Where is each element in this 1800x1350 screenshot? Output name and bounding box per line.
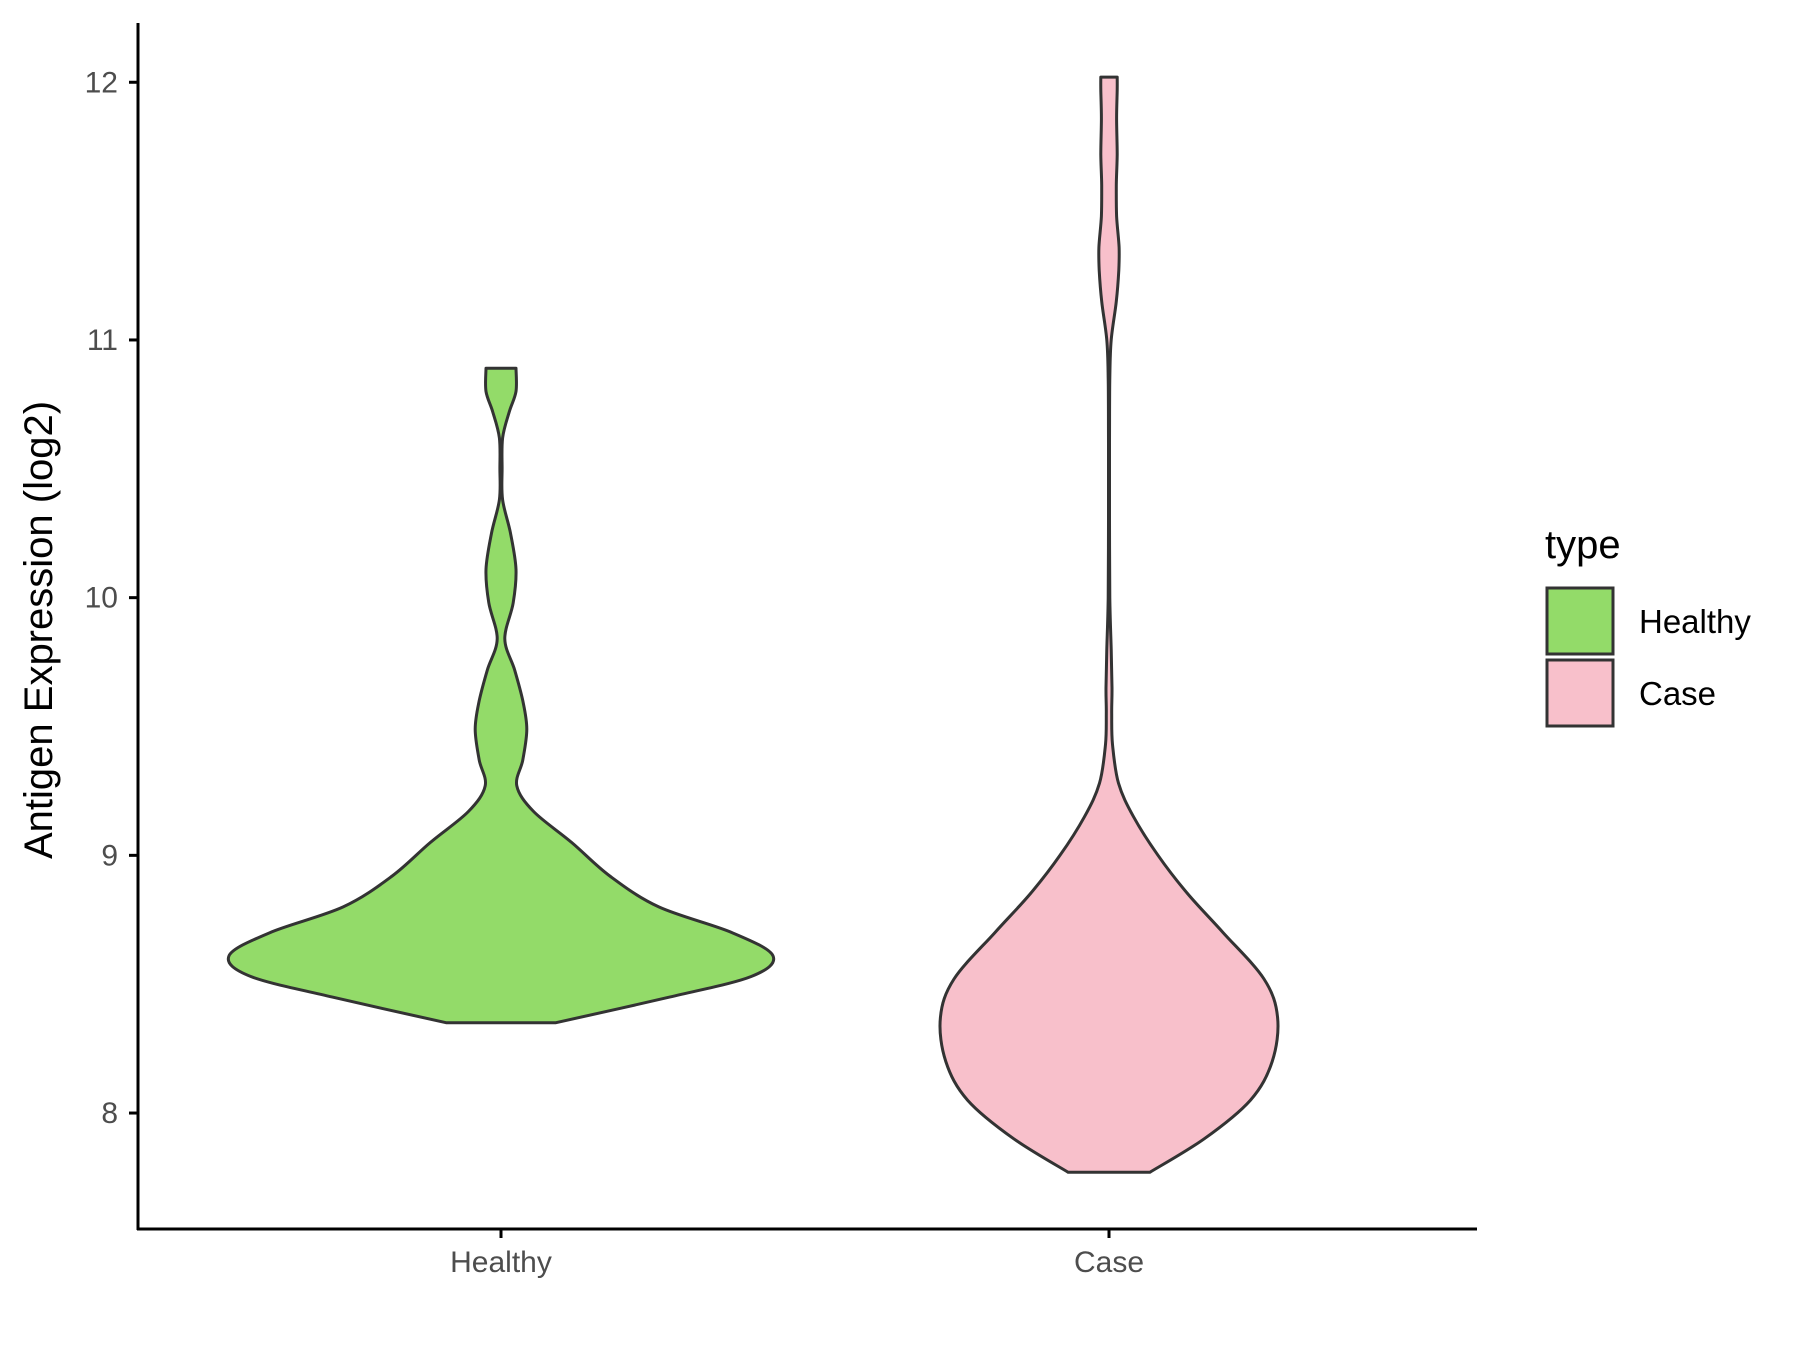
legend-label-case: Case (1639, 675, 1716, 712)
y-tick-label: 12 (85, 66, 118, 99)
y-tick-label: 8 (101, 1097, 118, 1130)
legend: type Healthy Case (1545, 523, 1751, 728)
y-axis-title: Antigen Expression (log2) (17, 401, 61, 859)
legend-title: type (1545, 523, 1621, 567)
violin-case (938, 75, 1280, 1174)
x-tick-label: Case (1074, 1246, 1144, 1279)
legend-entries: Healthy Case (1545, 586, 1751, 728)
y-ticks: 8 9 10 11 12 (85, 66, 138, 1130)
violin-healthy (226, 366, 776, 1025)
x-ticks: Healthy Case (450, 1229, 1144, 1279)
violins (226, 75, 1280, 1174)
legend-swatch-case (1545, 658, 1615, 728)
legend-swatch-healthy (1545, 586, 1615, 656)
legend-label-healthy: Healthy (1639, 603, 1751, 640)
y-tick-label: 11 (87, 324, 118, 357)
axes: 8 9 10 11 12 Healthy Case (85, 23, 1477, 1279)
y-tick-label: 10 (85, 582, 118, 615)
y-tick-label: 9 (101, 839, 118, 872)
x-tick-label: Healthy (450, 1246, 552, 1279)
